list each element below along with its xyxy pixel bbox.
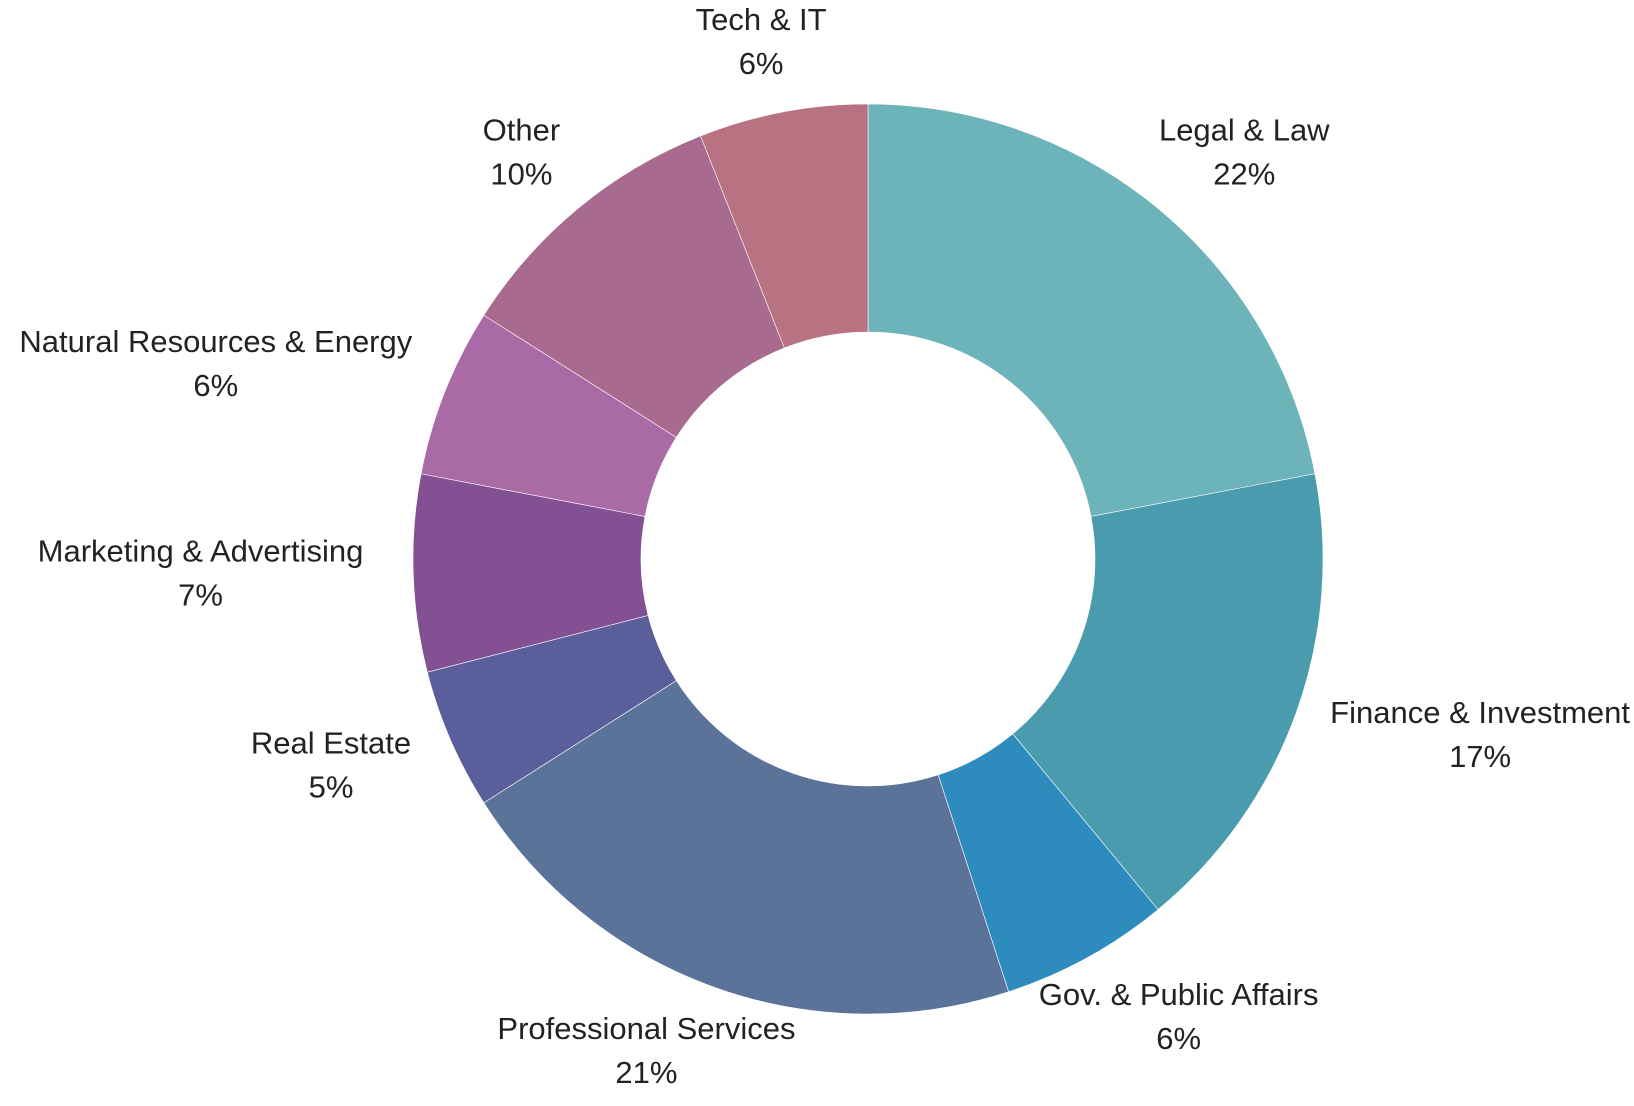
segment-value-label: 21% (615, 1055, 677, 1090)
segment-label: Tech & IT (696, 2, 827, 37)
segment-label: Professional Services (497, 1011, 795, 1046)
segment-label: Real Estate (251, 726, 411, 761)
segment-label: Natural Resources & Energy (19, 324, 412, 359)
segment-value-label: 10% (490, 157, 552, 192)
segment-value-label: 6% (193, 368, 238, 403)
donut-segment (867, 103, 1316, 517)
segment-value-label: 6% (739, 46, 784, 81)
donut-segment (700, 103, 869, 349)
segment-label: Finance & Investment (1330, 695, 1630, 730)
segment-label: Legal & Law (1159, 113, 1330, 148)
segment-value-label: 6% (1156, 1021, 1201, 1056)
donut-segment (1012, 473, 1324, 911)
segment-value-label: 7% (178, 578, 223, 613)
donut-segment (483, 680, 1009, 1015)
segment-value-label: 22% (1213, 157, 1275, 192)
segment-label: Gov. & Public Affairs (1039, 977, 1319, 1012)
donut-segment (483, 135, 785, 438)
segment-value-label: 17% (1449, 739, 1511, 774)
segment-label: Marketing & Advertising (38, 534, 364, 569)
segment-value-label: 5% (309, 770, 354, 805)
segment-label: Other (483, 113, 561, 148)
